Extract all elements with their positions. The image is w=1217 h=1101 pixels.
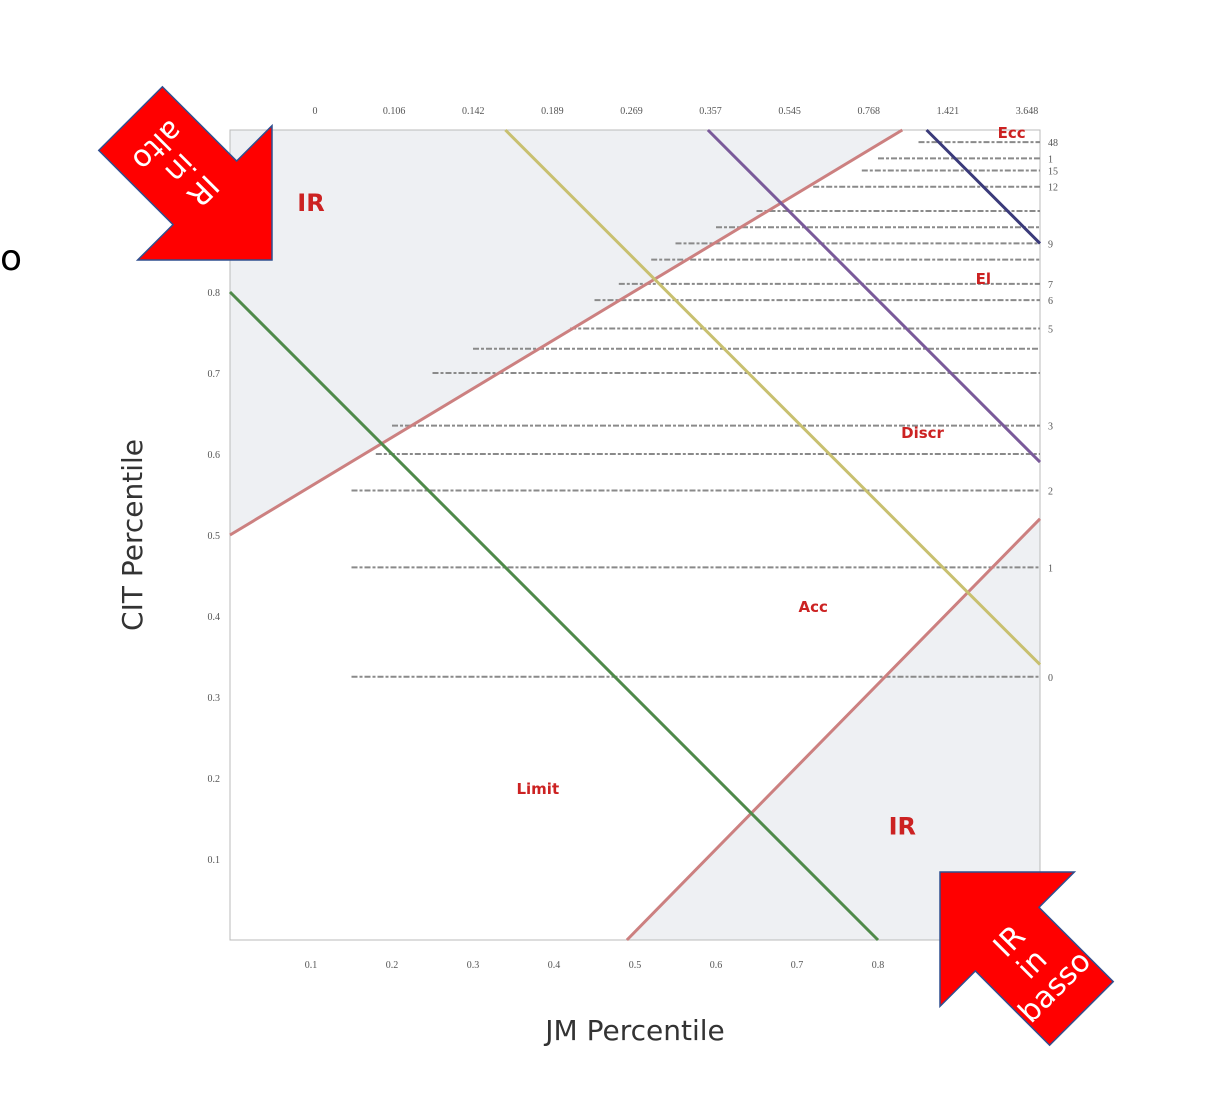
boundary-line	[625, 517, 1042, 942]
top-tick-label: 1.421	[937, 106, 960, 117]
right-tick-label: 0	[1048, 673, 1053, 684]
x-tick-label: 0.3	[467, 960, 480, 971]
top-tick-label: 0.357	[699, 106, 722, 117]
x-tick-label: 0.6	[710, 960, 723, 971]
right-tick-label: 15	[1048, 167, 1058, 178]
top-tick-label: 0.545	[778, 106, 801, 117]
right-tick-label: 1	[1048, 154, 1053, 165]
region-label: Ecc	[998, 124, 1026, 142]
region-label: El	[976, 270, 991, 288]
right-tick-label: 9	[1048, 239, 1053, 250]
arrow-shape	[939, 871, 1115, 1047]
x-tick-label: 0.4	[548, 960, 561, 971]
x-tick-label: 0.8	[872, 960, 885, 971]
region-label: IR	[889, 813, 916, 841]
x-axis-title: JM Percentile	[543, 1014, 724, 1047]
region-label: Acc	[798, 598, 827, 616]
y-tick-label: 0.1	[208, 855, 221, 866]
x-tick-label: 0.7	[791, 960, 804, 971]
y-tick-label: 0.7	[208, 369, 221, 380]
top-tick-label: 0.106	[383, 106, 406, 117]
tick-labels: 0.10.20.30.40.50.60.70.80.90.10.20.30.40…	[208, 106, 1059, 971]
right-tick-label: 12	[1048, 183, 1058, 194]
boundary-line	[925, 128, 1042, 245]
y-tick-label: 0.8	[208, 288, 221, 299]
right-tick-label: 3	[1048, 422, 1053, 433]
y-tick-label: 0.6	[208, 450, 221, 461]
x-tick-label: 0.5	[629, 960, 642, 971]
y-tick-label: 0.4	[208, 612, 221, 623]
top-tick-label: 0	[313, 106, 318, 117]
edge-text-fragment: o	[0, 238, 23, 279]
x-tick-label: 0.2	[386, 960, 399, 971]
right-tick-label: 5	[1048, 324, 1053, 335]
right-tick-label: 48	[1048, 138, 1058, 149]
dotted-rows	[351, 141, 1040, 678]
right-tick-label: 6	[1048, 296, 1053, 307]
region-label: IR	[297, 189, 324, 217]
top-tick-label: 0.189	[541, 106, 564, 117]
right-tick-label: 2	[1048, 486, 1053, 497]
y-tick-label: 0.3	[208, 693, 221, 704]
boundary-line	[504, 128, 1042, 666]
top-tick-label: 0.142	[462, 106, 485, 117]
region-label: Discr	[901, 424, 944, 442]
y-tick-label: 0.5	[208, 531, 221, 542]
region-label: Limit	[516, 780, 559, 798]
region-labels: IR Ecc El Discr Acc Limit IR	[297, 124, 1025, 841]
top-tick-label: 0.768	[858, 106, 881, 117]
boundary-lines	[228, 128, 1042, 942]
y-axis-title: CIT Percentile	[116, 439, 149, 631]
right-tick-label: 1	[1048, 563, 1053, 574]
top-tick-label: 0.269	[620, 106, 643, 117]
y-tick-label: 0.2	[208, 774, 221, 785]
top-tick-label: 3.648	[1016, 106, 1039, 117]
boundary-line	[706, 128, 1042, 464]
shading-layer	[230, 130, 1040, 940]
boundary-line	[229, 128, 904, 537]
x-tick-label: 0.1	[305, 960, 318, 971]
boundary-line	[228, 290, 880, 942]
right-tick-label: 7	[1048, 280, 1053, 291]
arrow-shape	[97, 85, 273, 261]
